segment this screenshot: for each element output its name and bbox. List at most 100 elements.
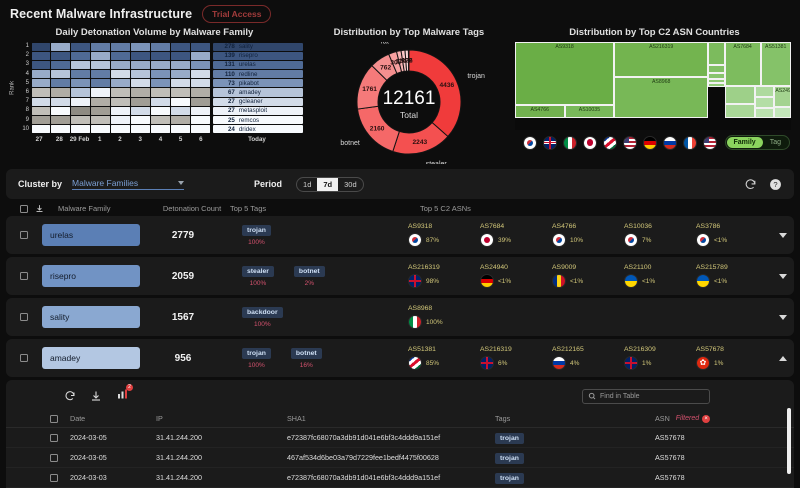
- asn-item[interactable]: AS24940<1%: [480, 264, 536, 288]
- refresh-icon[interactable]: [64, 390, 76, 402]
- treemap-node[interactable]: AS51381: [761, 42, 791, 86]
- row-checkbox[interactable]: [20, 354, 28, 362]
- heatmap-cell[interactable]: [191, 61, 210, 69]
- malware-family-chip[interactable]: urelas: [42, 224, 140, 246]
- heatmap-cell[interactable]: [91, 125, 110, 133]
- heatmap-cell[interactable]: [111, 61, 130, 69]
- heatmap-cell[interactable]: [151, 107, 170, 115]
- heatmap-cell[interactable]: [111, 125, 130, 133]
- heatmap-cell[interactable]: [131, 79, 150, 87]
- treemap-node[interactable]: [755, 86, 774, 97]
- heatmap-cell[interactable]: [32, 125, 51, 133]
- heatmap-cell[interactable]: [171, 70, 190, 78]
- heatmap-cell[interactable]: [51, 98, 70, 106]
- treemap-node[interactable]: AS216319: [614, 42, 708, 77]
- select-all-checkbox[interactable]: [20, 205, 28, 213]
- heatmap-cell[interactable]: [171, 116, 190, 124]
- heatmap-cell[interactable]: [191, 125, 210, 133]
- period-option-1d[interactable]: 1d: [297, 178, 317, 191]
- heatmap-cell[interactable]: [131, 43, 150, 51]
- heatmap-cell[interactable]: [151, 70, 170, 78]
- malware-family-chip[interactable]: risepro: [42, 265, 140, 287]
- download-icon[interactable]: [35, 204, 44, 213]
- row-expand-toggle[interactable]: [772, 315, 794, 320]
- heatmap-cell[interactable]: [171, 125, 190, 133]
- treemap-node[interactable]: AS4766: [515, 105, 565, 117]
- heatmap-cell[interactable]: [32, 116, 51, 124]
- heatmap-cell[interactable]: [171, 79, 190, 87]
- detail-row-checkbox[interactable]: [50, 434, 58, 442]
- heatmap-cell[interactable]: [171, 43, 190, 51]
- heatmap-cell[interactable]: [151, 43, 170, 51]
- row-checkbox[interactable]: [20, 313, 28, 321]
- heatmap-cell[interactable]: [51, 52, 70, 60]
- heatmap-cell[interactable]: [191, 79, 210, 87]
- heatmap-cell[interactable]: [131, 88, 150, 96]
- heatmap-cell[interactable]: [191, 70, 210, 78]
- heatmap-cell[interactable]: [51, 107, 70, 115]
- malware-family-chip[interactable]: sality: [42, 306, 140, 328]
- heatmap-cell[interactable]: [71, 52, 90, 60]
- heatmap-cell[interactable]: [171, 98, 190, 106]
- heatmap-cell[interactable]: [51, 61, 70, 69]
- heatmap-cell[interactable]: [71, 43, 90, 51]
- heatmap-cell[interactable]: [191, 107, 210, 115]
- heatmap-cell[interactable]: [51, 116, 70, 124]
- heatmap-cell[interactable]: [131, 70, 150, 78]
- malware-family-chip[interactable]: amadey: [42, 347, 140, 369]
- family-tag-toggle[interactable]: Family Tag: [725, 135, 790, 150]
- heatmap-cell[interactable]: [91, 52, 110, 60]
- asn-item[interactable]: AS9009<1%: [552, 264, 608, 288]
- heatmap-cell[interactable]: [151, 88, 170, 96]
- asn-item[interactable]: AS3786<1%: [696, 223, 752, 247]
- heatmap-cell[interactable]: [51, 70, 70, 78]
- detail-tag[interactable]: trojan: [495, 453, 524, 464]
- heatmap-cell[interactable]: [91, 116, 110, 124]
- donut-chart[interactable]: 4436trojan2243stealer2160botnet176176230…: [309, 42, 509, 164]
- heatmap-cell[interactable]: [51, 79, 70, 87]
- heatmap-cell[interactable]: [71, 88, 90, 96]
- detail-select-all-checkbox[interactable]: [50, 415, 58, 423]
- toggle-option-tag[interactable]: Tag: [763, 137, 788, 148]
- heatmap-cell[interactable]: [32, 52, 51, 60]
- heatmap-cell[interactable]: [71, 61, 90, 69]
- treemap-node[interactable]: [755, 108, 774, 118]
- heatmap-cell[interactable]: [131, 107, 150, 115]
- heatmap-cell[interactable]: [151, 125, 170, 133]
- row-checkbox[interactable]: [20, 231, 28, 239]
- heatmap-cell[interactable]: [91, 98, 110, 106]
- help-icon[interactable]: ?: [769, 178, 782, 191]
- heatmap-cell[interactable]: [111, 52, 130, 60]
- treemap-node[interactable]: AS9318: [515, 42, 614, 105]
- heatmap-cell[interactable]: [91, 88, 110, 96]
- row-expand-toggle[interactable]: [772, 274, 794, 279]
- heatmap-cell[interactable]: [32, 70, 51, 78]
- treemap-node[interactable]: [725, 104, 755, 117]
- detail-tag[interactable]: trojan: [495, 473, 524, 484]
- treemap-node[interactable]: AS7684: [725, 42, 761, 86]
- heatmap-cell[interactable]: [51, 125, 70, 133]
- cluster-by-select[interactable]: Malware Families: [72, 178, 184, 190]
- heatmap-cell[interactable]: [51, 88, 70, 96]
- heatmap-cell[interactable]: [171, 107, 190, 115]
